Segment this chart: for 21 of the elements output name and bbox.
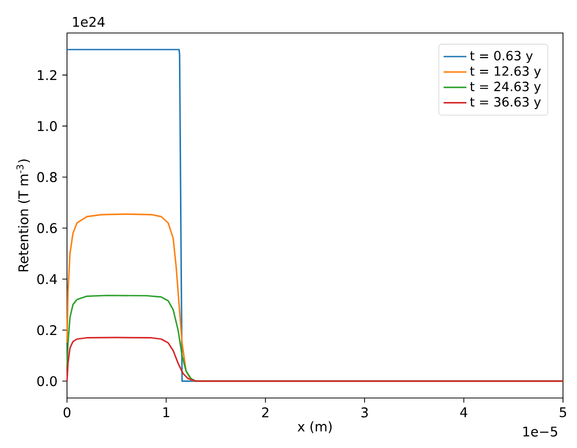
y-tick-label: 0.4 [37, 274, 57, 284]
x-tick-label: 2 [262, 407, 268, 418]
x-axis-title: x (m) [298, 421, 332, 434]
legend-label: t = 0.63 y [470, 50, 533, 63]
text: 1e24 [73, 16, 105, 27]
y-tick-label: 0.0 [37, 376, 57, 386]
legend-label: t = 12.63 y [470, 66, 541, 78]
y-tick-label: 1.0 [38, 121, 57, 132]
y-tick-label: 0.2 [37, 325, 56, 336]
x-tick-label: 4 [460, 407, 468, 418]
y-tick-label: 0.6 [37, 223, 57, 234]
legend-label: t = 36.63 y [470, 97, 541, 110]
x-tick-label: 1 [163, 407, 170, 418]
x-tick-label: 5 [560, 407, 566, 418]
x-tick-label: 0 [64, 407, 70, 418]
text: 1e−5 [523, 426, 558, 437]
y-tick-label: 0.8 [37, 172, 57, 182]
y-axis-title: Retention (T m$^{-3}$) [16, 159, 30, 272]
y-tick-label: 1.2 [38, 70, 56, 80]
legend-label: t = 24.63 y [470, 82, 541, 94]
x-tick-label: 3 [361, 407, 368, 418]
